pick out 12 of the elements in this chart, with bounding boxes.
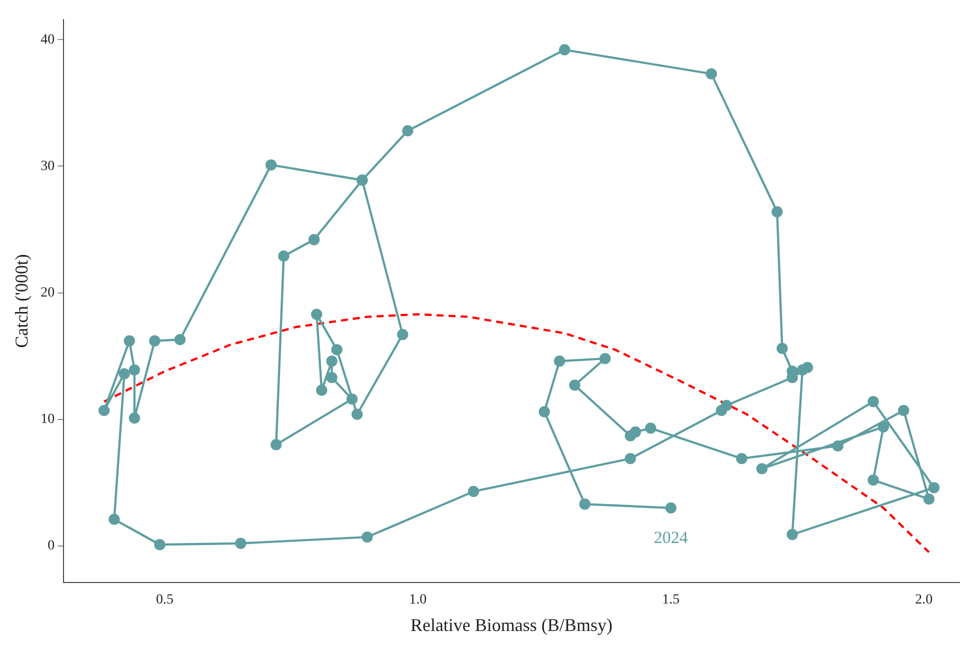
y-tick-label: 10 bbox=[40, 412, 55, 428]
annotation: 2024 bbox=[654, 528, 688, 547]
y-tick-label: 0 bbox=[48, 538, 55, 554]
x-tick-label: 1.5 bbox=[662, 592, 680, 608]
x-tick-label: 0.5 bbox=[156, 592, 174, 608]
y-axis-title: Catch ('000t) bbox=[12, 254, 32, 348]
x-axis-title: Relative Biomass (B/Bmsy) bbox=[410, 614, 612, 635]
y-tick-label: 30 bbox=[40, 158, 55, 174]
y-tick-label: 40 bbox=[40, 32, 55, 48]
x-tick-label: 2.0 bbox=[915, 592, 933, 608]
y-tick-label: 20 bbox=[40, 285, 55, 300]
x-tick-label: 1.0 bbox=[409, 592, 427, 608]
